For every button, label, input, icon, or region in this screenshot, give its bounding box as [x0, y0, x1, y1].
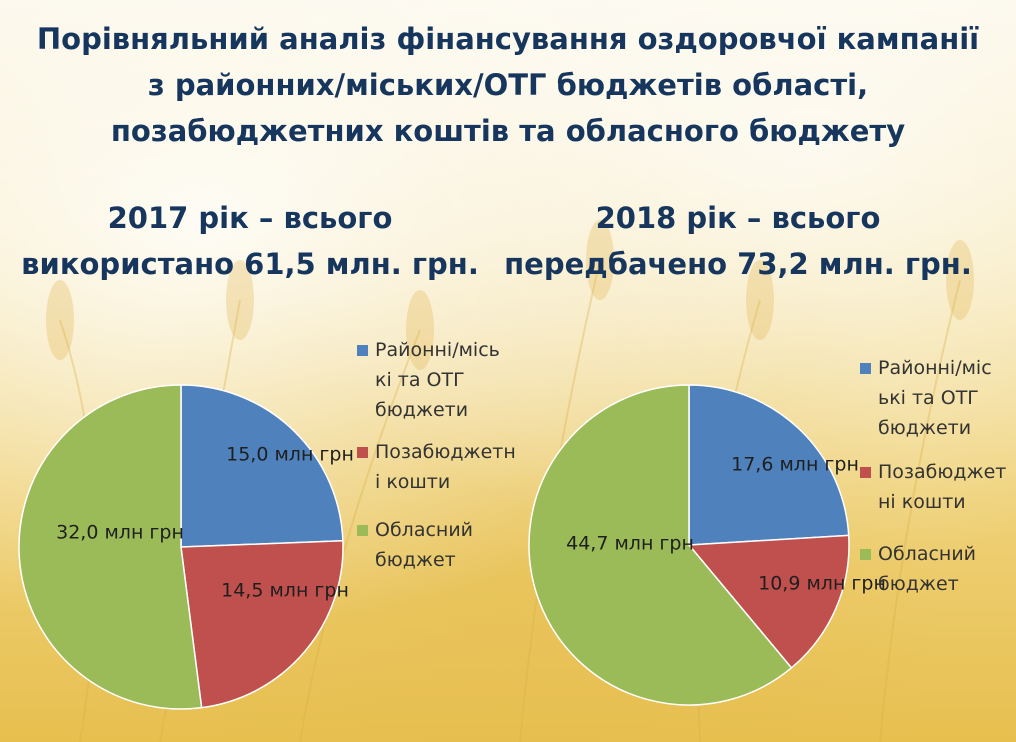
pie-2017-slice-district [180, 384, 344, 548]
legend-2017: Районні/місь кі та ОТГ бюджети Позабюдже… [357, 335, 522, 583]
chart-2017-title-line-1: 2017 рік – всього [107, 201, 393, 235]
title-line-3: позабюджетних коштів та обласного бюджет… [110, 114, 906, 148]
legend-label-line: бюджет [375, 549, 456, 571]
legend-label-line: і кошти [375, 471, 451, 493]
legend-item-regional: Обласний бюджет [357, 515, 522, 575]
legend-label-line: ні кошти [878, 491, 966, 513]
page-title: Порівняльний аналіз фінансування оздоров… [0, 16, 1016, 154]
legend-label-line: кі та ОТГ [375, 369, 465, 391]
legend-label-line: ькі та ОТГ [878, 387, 979, 409]
legend-item-district: Районні/місь кі та ОТГ бюджети [357, 335, 522, 425]
legend-label-line: Районні/місь [375, 339, 500, 361]
pie-2018-slice-extra [687, 534, 850, 669]
legend-item-regional: Обласний бюджет [860, 539, 1000, 599]
legend-label-line: Позабюджет [878, 461, 1007, 483]
legend-item-extra: Позабюджет ні кошти [860, 457, 1007, 517]
legend-label-line: бюджети [375, 399, 469, 421]
legend-label-line: Позабюджетн [375, 441, 516, 463]
legend-swatch-district [860, 363, 871, 374]
legend-label-line: бюджети [878, 417, 972, 439]
chart-2017-title-line-2: використано 61,5 млн. грн. [21, 247, 479, 281]
legend-label-line: бюджет [878, 573, 959, 595]
title-line-2: з районних/міських/ОТГ бюджетів області, [147, 68, 869, 102]
pie-2018-data-label-regional: 44,7 млн грн [566, 533, 694, 555]
legend-swatch-extra [357, 447, 368, 458]
title-line-1: Порівняльний аналіз фінансування оздоров… [36, 22, 980, 56]
legend-label-line: Обласний [878, 543, 977, 565]
legend-swatch-regional [357, 525, 368, 536]
pie-2017-data-label-extra: 14,5 млн грн [221, 580, 349, 602]
pie-2018-data-label-extra: 10,9 млн грн [758, 573, 886, 595]
chart-2017-title: 2017 рік – всього використано 61,5 млн. … [0, 195, 500, 287]
legend-label-line: Районні/міс [878, 357, 992, 379]
legend-2018: Районні/міс ькі та ОТГ бюджети Позабюдже… [860, 353, 1007, 607]
legend-swatch-extra [860, 467, 871, 478]
legend-item-district: Районні/міс ькі та ОТГ бюджети [860, 353, 1000, 443]
pie-2017-slice-regional [18, 384, 203, 710]
legend-swatch-regional [860, 549, 871, 560]
chart-2018-title-line-2: передбачено 73,2 млн. грн. [504, 247, 972, 281]
chart-2018-title-line-1: 2018 рік – всього [595, 201, 881, 235]
pie-2018-slice-district [688, 384, 850, 546]
pie-2018-slice-regional [528, 384, 793, 706]
pie-2017-data-label-district: 15,0 млн грн [226, 444, 354, 466]
pie-2017-data-label-regional: 32,0 млн грн [56, 522, 184, 544]
chart-2018-title: 2018 рік – всього передбачено 73,2 млн. … [498, 195, 978, 287]
pie-2018-data-label-district: 17,6 млн грн [731, 454, 859, 476]
legend-label-line: Обласний [375, 519, 474, 541]
legend-swatch-district [357, 345, 368, 356]
pie-2017-slice-extra [180, 540, 344, 709]
legend-item-extra: Позабюджетн і кошти [357, 437, 522, 497]
